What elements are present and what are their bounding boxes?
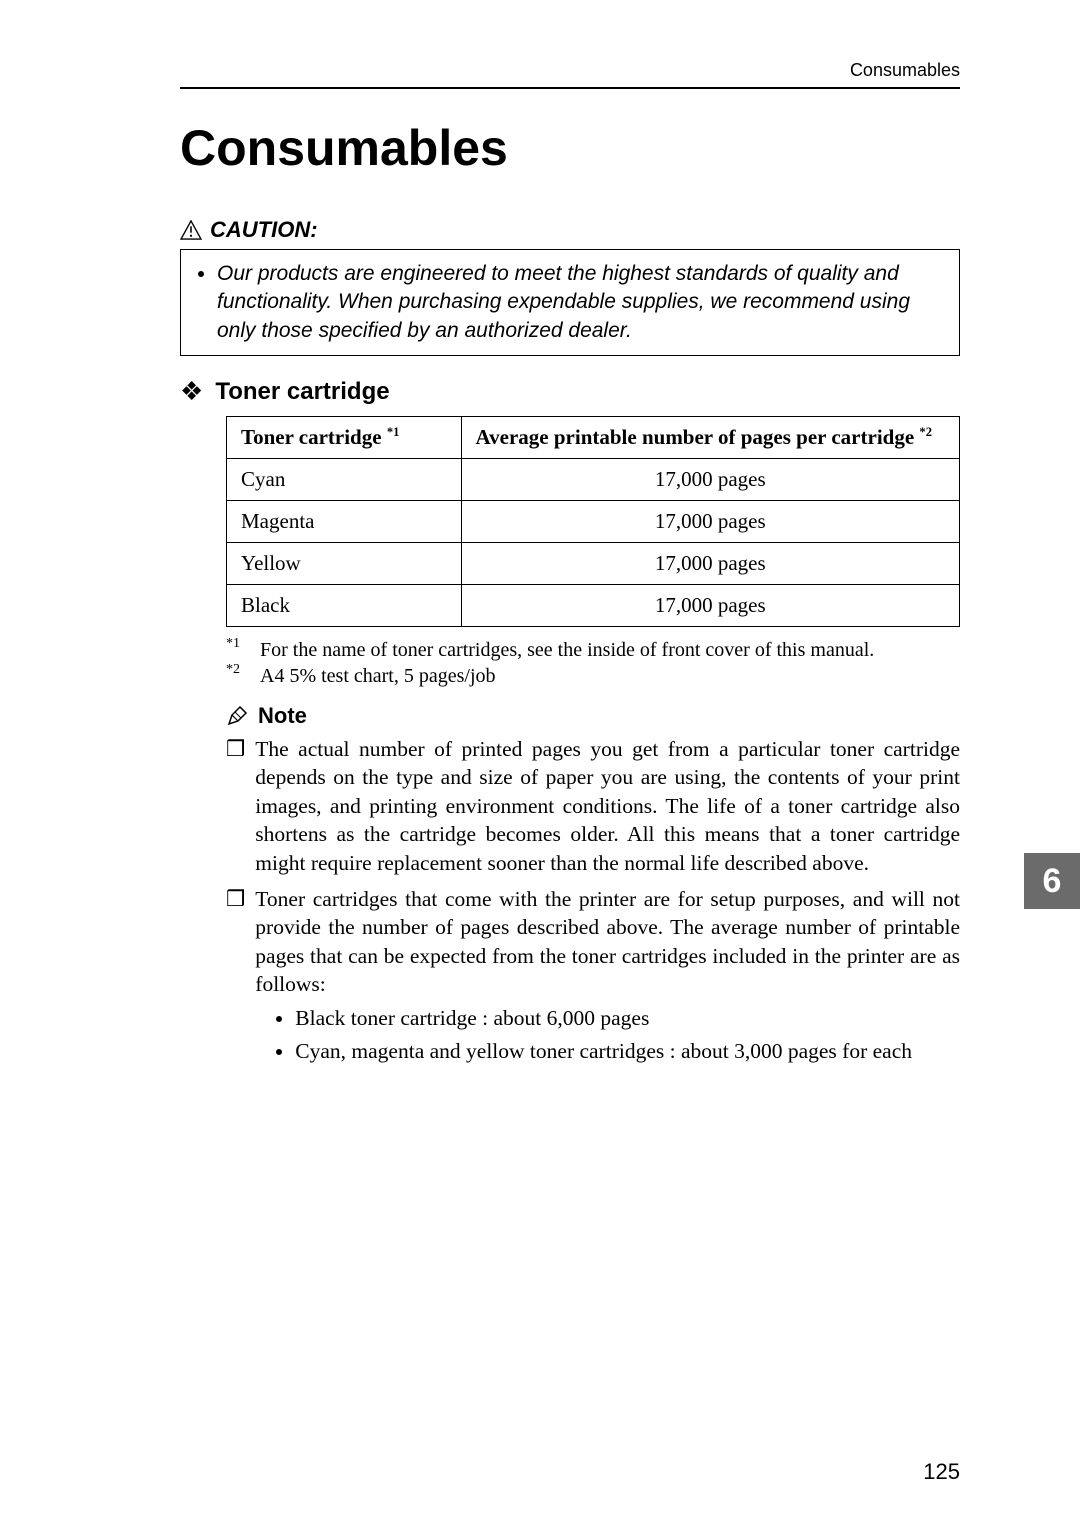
page: Consumables Consumables CAUTION: Our pro… — [0, 0, 1080, 1525]
footnotes: *1 For the name of toner cartridges, see… — [226, 637, 960, 689]
toner-table: Toner cartridge *1 Average printable num… — [226, 416, 960, 627]
table-row: Magenta 17,000 pages — [227, 501, 960, 543]
footnote-2: *2 A4 5% test chart, 5 pages/job — [226, 663, 960, 689]
running-head: Consumables — [180, 60, 960, 81]
note-item: ❒ The actual number of printed pages you… — [226, 735, 960, 877]
caution-box: Our products are engineered to meet the … — [180, 249, 960, 356]
toner-content: Toner cartridge *1 Average printable num… — [226, 416, 960, 1069]
note-sub-item: Black toner cartridge : about 6,000 page… — [295, 1004, 960, 1032]
table-header-2: Average printable number of pages per ca… — [461, 417, 959, 459]
top-rule — [180, 87, 960, 89]
note-item: ❒ Toner cartridges that come with the pr… — [226, 885, 960, 1069]
caution-label: CAUTION: — [180, 217, 960, 243]
note-list: ❒ The actual number of printed pages you… — [226, 735, 960, 1069]
warning-triangle-icon — [180, 220, 202, 240]
table-header-1: Toner cartridge *1 — [227, 417, 462, 459]
footnote-1: *1 For the name of toner cartridges, see… — [226, 637, 960, 663]
note-label: Note — [226, 703, 960, 729]
page-number: 125 — [923, 1459, 960, 1485]
chapter-tab: 6 — [1024, 853, 1080, 909]
table-row: Black 17,000 pages — [227, 585, 960, 627]
toner-heading-row: ❖ Toner cartridge — [180, 378, 960, 406]
caution-item: Our products are engineered to meet the … — [217, 260, 943, 345]
toner-heading: Toner cartridge — [215, 378, 389, 406]
diamond-icon: ❖ — [180, 379, 203, 405]
note-sub-list: Black toner cartridge : about 6,000 page… — [255, 1004, 960, 1065]
table-row: Yellow 17,000 pages — [227, 543, 960, 585]
square-bullet-icon: ❒ — [226, 885, 245, 1069]
table-row: Cyan 17,000 pages — [227, 459, 960, 501]
pencil-icon — [226, 704, 250, 728]
page-title: Consumables — [180, 119, 960, 177]
caution-text: CAUTION: — [210, 217, 318, 243]
note-text: Note — [258, 703, 307, 729]
note-sub-item: Cyan, magenta and yellow toner cartridge… — [295, 1037, 960, 1065]
square-bullet-icon: ❒ — [226, 735, 245, 877]
